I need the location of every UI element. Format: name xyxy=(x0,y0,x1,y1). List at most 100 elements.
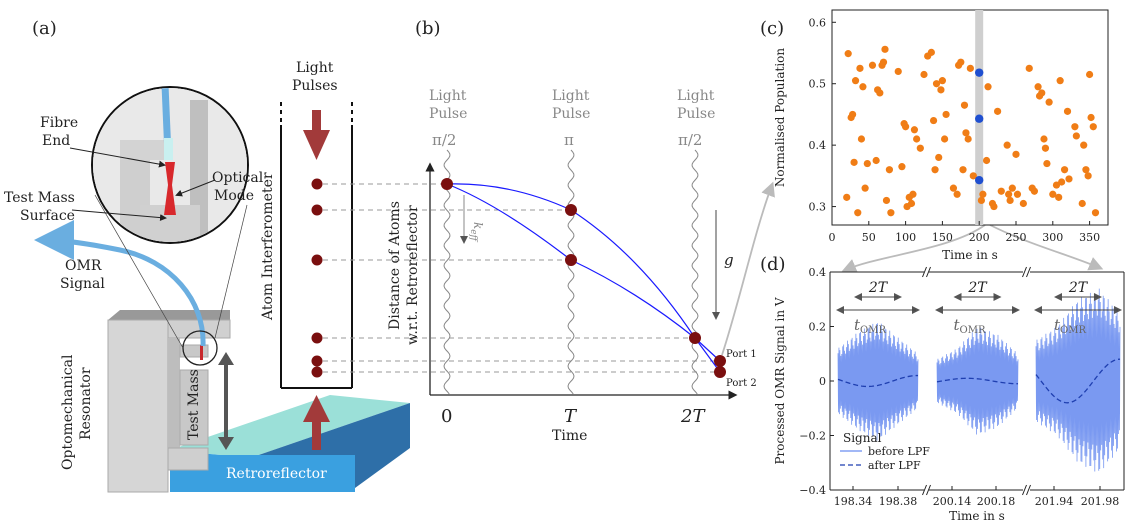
c-xtick-label: 250 xyxy=(1006,231,1027,244)
atom-dot xyxy=(311,332,323,344)
c-data-point xyxy=(910,126,919,134)
port1-label: Port 1 xyxy=(726,349,757,360)
c-data-point xyxy=(1063,107,1072,115)
light-pulses-line1: Light xyxy=(296,60,334,76)
atom-dot xyxy=(689,332,701,344)
d-xtick-label: 200.14 xyxy=(933,495,972,508)
d-legend-entry: before LPF xyxy=(868,445,930,458)
c-data-point xyxy=(898,163,906,171)
c-data-point xyxy=(1012,150,1020,158)
c-data-point xyxy=(1013,190,1022,198)
d-ylabel: Processed OMR Signal in V xyxy=(773,297,787,464)
d-legend-title: Signal xyxy=(843,431,882,445)
c-data-point xyxy=(979,190,987,198)
c-data-point xyxy=(882,196,891,205)
light-pulse-arrow-up xyxy=(303,395,330,450)
zoom-inset xyxy=(91,86,249,244)
omr-signal-line2: Signal xyxy=(60,276,105,292)
panel-label-b: (b) xyxy=(415,18,441,39)
c-data-point xyxy=(1089,123,1097,131)
c-data-point xyxy=(935,153,943,162)
pulse2-top: Light xyxy=(552,88,590,104)
c-data-point xyxy=(916,144,924,152)
d-ytick-label: 0 xyxy=(819,375,826,388)
d-2t-label: 2T xyxy=(868,280,889,296)
c-data-point xyxy=(1005,190,1013,198)
c-data-point xyxy=(851,77,860,85)
link-arrow-c-to-d-left xyxy=(841,224,986,273)
c-data-point xyxy=(937,86,945,94)
panel-label-c: (c) xyxy=(760,18,784,39)
atom-dot xyxy=(714,366,726,378)
c-ylabel: Normalised Population xyxy=(773,48,787,188)
c-data-point xyxy=(859,83,867,91)
c-data-point xyxy=(844,50,852,58)
c-data-point xyxy=(966,64,974,72)
d-xtick-label: 198.38 xyxy=(879,495,918,508)
c-data-point xyxy=(953,190,961,198)
pulse-wave-2 xyxy=(567,149,575,395)
c-data-point xyxy=(872,156,880,165)
c-data-point xyxy=(969,172,977,180)
c-data-point xyxy=(997,187,1005,195)
c-ytick-label: 0.4 xyxy=(809,139,827,152)
c-data-point xyxy=(1056,77,1064,85)
c-data-point xyxy=(977,196,986,205)
projection-lines xyxy=(323,183,720,373)
d-xtick-label: 201.98 xyxy=(1081,495,1120,508)
c-highlight-point xyxy=(975,114,984,123)
c-data-point xyxy=(994,107,1002,115)
optomechanical-label-line2: Resonator xyxy=(78,367,94,440)
c-data-point xyxy=(868,61,877,69)
c-data-point xyxy=(1091,209,1100,217)
test-mass-surface-line2: Surface xyxy=(20,208,75,224)
c-data-point xyxy=(1019,199,1027,208)
atom-dot xyxy=(565,254,577,266)
c-xtick-label: 150 xyxy=(932,231,953,244)
tube-atoms xyxy=(311,178,323,378)
atom-interferometer-label: Atom Interferometer xyxy=(260,172,276,321)
c-data-point xyxy=(942,110,950,119)
link-arrow-c-to-d-right xyxy=(989,224,1104,271)
c-data-point xyxy=(1084,172,1092,180)
d-axis-break xyxy=(926,266,931,278)
pulse3-phase: π/2 xyxy=(678,131,702,149)
c-data-point xyxy=(959,166,967,174)
d-2t-label: 2T xyxy=(1068,280,1089,296)
pulse2-mid: Pulse xyxy=(552,106,590,122)
c-data-point xyxy=(1008,184,1016,192)
c-data-point xyxy=(927,48,935,56)
c-xtick-label: 200 xyxy=(969,231,990,244)
d-ytick-label: 0.4 xyxy=(809,266,827,279)
d-axis-break xyxy=(922,484,927,496)
d-axis-break xyxy=(922,266,927,278)
c-data-point xyxy=(1043,159,1051,168)
c-highlight-point xyxy=(975,175,984,185)
c-data-point xyxy=(1058,178,1066,186)
atom-dot xyxy=(311,204,323,216)
b-xtick-0: 0 xyxy=(441,406,452,427)
c-data-point xyxy=(1078,199,1086,208)
c-xtick-label: 350 xyxy=(1079,231,1100,244)
c-xlabel: Time in s xyxy=(942,248,998,262)
d-signal-raw xyxy=(837,323,919,441)
d-xtick-label: 198.34 xyxy=(834,495,873,508)
c-data-point xyxy=(929,116,938,125)
d-xtick-label: 200.18 xyxy=(977,495,1016,508)
d-signal-lpf xyxy=(936,377,1019,385)
c-data-point xyxy=(1086,70,1094,79)
optomechanical-resonator xyxy=(107,310,231,493)
pulse2-phase: π xyxy=(564,131,574,149)
c-data-point xyxy=(887,209,895,217)
c-data-point xyxy=(857,135,866,143)
fibre-end-line2: End xyxy=(42,133,70,149)
c-data-point xyxy=(861,184,869,192)
pulse-wave-1 xyxy=(443,149,451,395)
c-xtick-label: 50 xyxy=(862,231,876,244)
pulse-wave-3 xyxy=(691,149,699,395)
pulse1-top: Light xyxy=(429,88,467,104)
c-data-point xyxy=(1003,141,1011,149)
c-data-point xyxy=(850,158,858,166)
c-data-point xyxy=(1071,123,1079,131)
